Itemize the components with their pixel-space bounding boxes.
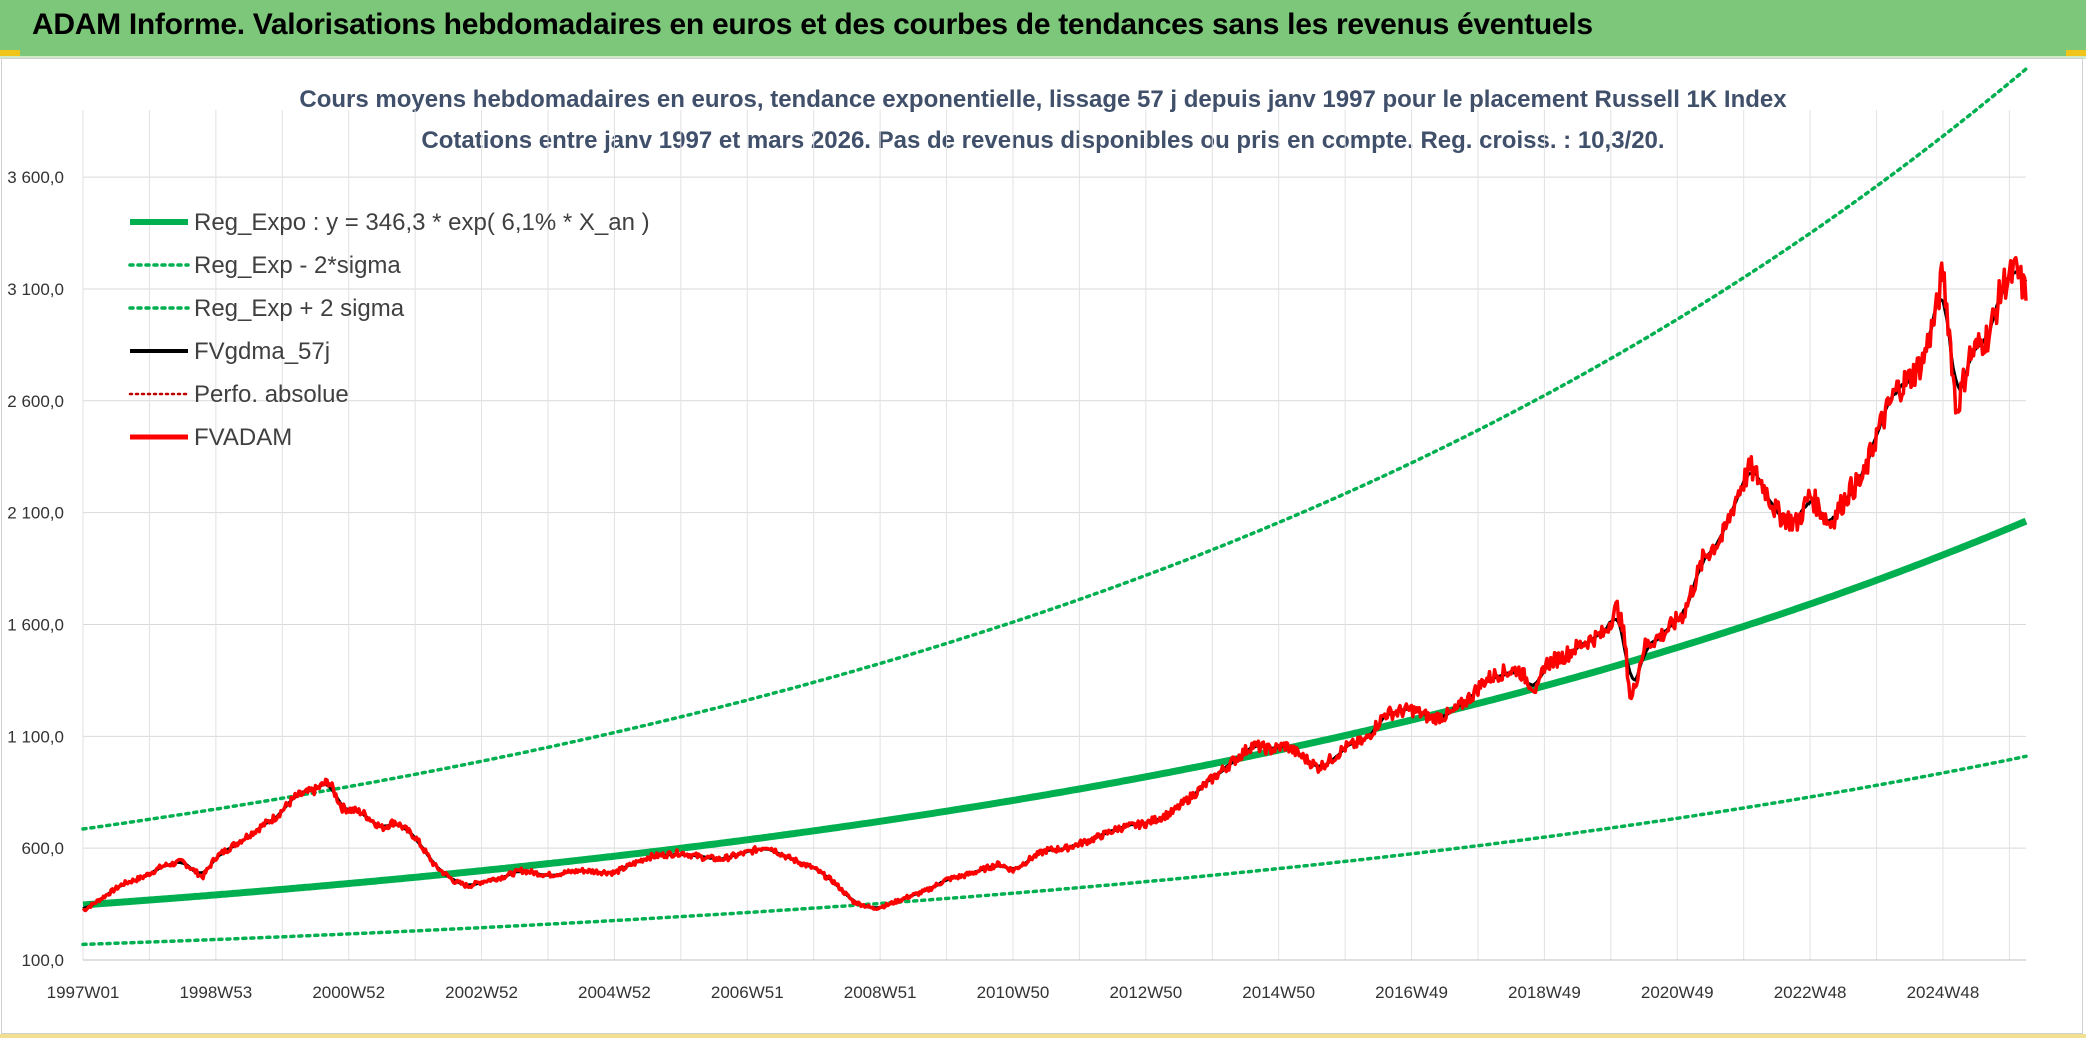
chart-subtitle: Cotations entre janv 1997 et mars 2026. …: [421, 127, 1665, 154]
series-reg-expo: [82, 517, 2028, 909]
legend-reg-exp-plus-label: Reg_Exp + 2 sigma: [194, 295, 405, 322]
plot-area: [81, 67, 2028, 947]
y-tick-label: 2 600,0: [7, 392, 64, 411]
bottom-border: [0, 1034, 2086, 1038]
y-tick-label: 2 100,0: [7, 504, 64, 523]
y-tick-label: 3 100,0: [7, 280, 64, 299]
chart-title: Cours moyens hebdomadaires en euros, ten…: [299, 86, 1787, 113]
y-tick-label: 1 100,0: [7, 727, 64, 746]
x-tick-label: 2024W48: [1907, 983, 1980, 1002]
x-tick-label: 2020W49: [1641, 983, 1714, 1002]
x-tick-label: 2022W48: [1774, 983, 1847, 1002]
legend-reg-expo-label: Reg_Expo : y = 346,3 * exp( 6,1% * X_an …: [194, 209, 650, 236]
y-tick-label: 3 600,0: [7, 168, 64, 187]
legend-reg-exp-minus-label: Reg_Exp - 2*sigma: [194, 252, 401, 279]
legend: Reg_Expo : y = 346,3 * exp( 6,1% * X_an …: [128, 209, 650, 451]
legend-fvgdma-label: FVgdma_57j: [194, 338, 330, 365]
legend-fvadam-label: FVADAM: [194, 424, 292, 451]
series-reg-exp-minus-2sigma: [81, 754, 2028, 947]
x-tick-label: 2012W50: [1109, 983, 1182, 1002]
x-tick-label: 2018W49: [1508, 983, 1581, 1002]
series-reg-exp-plus-2sigma: [81, 67, 2028, 831]
grid-lines: [82, 110, 2026, 961]
series-fvadam: [81, 255, 2028, 913]
x-tick-label: 1998W53: [179, 983, 252, 1002]
y-tick-label: 600,0: [21, 839, 64, 858]
x-tick-label: 2000W52: [312, 983, 385, 1002]
report-title: ADAM Informe. Valorisations hebdomadaire…: [32, 8, 1593, 41]
legend-perfo-absolue-label: Perfo. absolue: [194, 381, 349, 408]
x-tick-label: 2008W51: [844, 983, 917, 1002]
corner-accent-left: [0, 50, 20, 56]
x-axis-ticks: 1997W01 1998W53 2000W52 2002W52 2004W52 2006W…: [47, 983, 1980, 1002]
y-tick-label: 100,0: [21, 951, 64, 970]
header-bar: ADAM Informe. Valorisations hebdomadaire…: [0, 0, 2086, 59]
x-tick-label: 1997W01: [47, 983, 120, 1002]
x-tick-label: 2010W50: [977, 983, 1050, 1002]
y-axis-ticks: 100,0 600,0 1 100,0 1 600,0 2 100,0 2 600,0 3 …: [7, 168, 64, 970]
x-tick-label: 2006W51: [711, 983, 784, 1002]
x-tick-label: 2002W52: [445, 983, 518, 1002]
x-tick-label: 2016W49: [1375, 983, 1448, 1002]
y-tick-label: 1 600,0: [7, 615, 64, 634]
corner-accent-right: [2066, 50, 2086, 56]
x-tick-label: 2004W52: [578, 983, 651, 1002]
series-fvgdma-57j: [82, 270, 2028, 911]
x-tick-label: 2014W50: [1242, 983, 1315, 1002]
chart-frame: [1, 58, 2083, 1034]
